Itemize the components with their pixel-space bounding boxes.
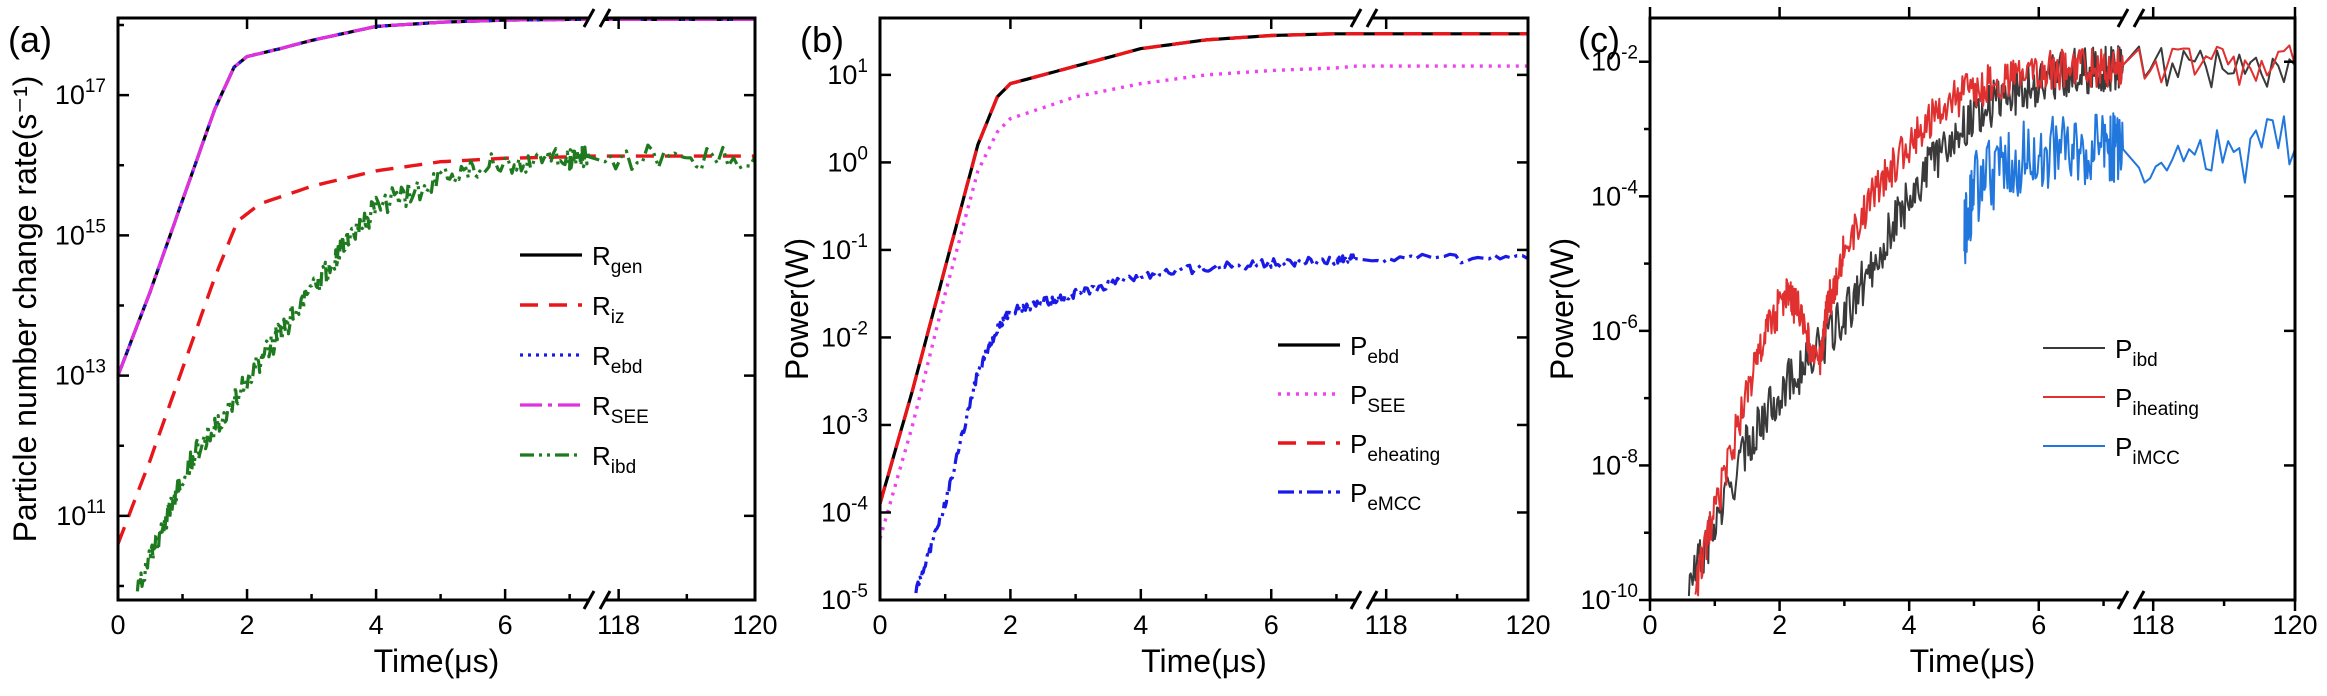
series-line-ibd	[135, 143, 755, 592]
panel-label: (c)	[1578, 19, 1620, 60]
legend: Rgen Riz Rebd RSEE Ribd	[520, 241, 649, 478]
axis-break-top-gap	[589, 14, 605, 22]
series-line-ibd	[1687, 45, 2295, 597]
y-tick-label: 100	[827, 143, 868, 177]
axis-break-slash	[2116, 8, 2130, 28]
y-axis-label: Power(W)	[1544, 238, 1580, 380]
series-line-gen	[118, 18, 755, 377]
axis-break-slash	[582, 8, 596, 28]
legend-label-emcc: PeMCC	[1350, 478, 1421, 515]
axis-break-top-gap	[2123, 14, 2139, 22]
y-tick-label: 10-4	[821, 493, 868, 527]
x-axis-label: Time(μs)	[374, 643, 500, 679]
y-tick-label: 10-4	[1591, 177, 1638, 211]
series-group	[880, 32, 1528, 594]
axis-break-slash	[2132, 590, 2146, 610]
plot-frame	[1648, 16, 2297, 602]
x-tick-label: 118	[1365, 610, 1408, 640]
series-line-ebd	[118, 18, 755, 377]
axis-break-slash	[598, 8, 612, 28]
x-tick-label: 118	[2132, 610, 2175, 640]
x-tick-label: 120	[1505, 610, 1550, 640]
axis-break-bottom-gap	[1356, 596, 1372, 604]
x-tick-label: 6	[498, 610, 513, 640]
legend-label-ibd: Pibd	[2115, 334, 2158, 371]
axis-break-slash	[582, 590, 596, 610]
series-group	[118, 18, 755, 592]
x-tick-label: 120	[732, 610, 777, 640]
y-tick-label: 10-1	[821, 231, 868, 265]
x-tick-label: 2	[1772, 610, 1787, 640]
legend: Pibd Piheating PiMCC	[2043, 334, 2199, 469]
x-tick-label: 118	[597, 610, 640, 640]
y-axis-label: Power(W)	[779, 238, 815, 380]
y-tick-label: 101	[827, 56, 868, 90]
legend-label-ebd: Rebd	[592, 341, 642, 378]
x-tick-label: 2	[240, 610, 255, 640]
legend: Pebd PSEE Peheating PeMCC	[1278, 331, 1440, 515]
axis-break-slash	[1349, 590, 1363, 610]
axis-break-slash	[1365, 8, 1379, 28]
x-tick-label: 0	[110, 610, 125, 640]
x-tick-label: 4	[1133, 610, 1148, 640]
y-tick-label: 10-10	[1580, 581, 1638, 615]
panel-label: (b)	[800, 19, 844, 60]
axis-break-slash	[2132, 8, 2146, 28]
x-axis-label: Time(μs)	[1141, 643, 1267, 679]
series-line-imcc	[1963, 112, 2295, 265]
legend-label-eheating: Peheating	[1350, 429, 1440, 466]
series-line-iheating	[1694, 44, 2295, 597]
x-axis-label: Time(μs)	[1910, 643, 2036, 679]
series-line-iz	[118, 154, 755, 545]
legend-label-gen: Rgen	[592, 241, 642, 278]
axis-break-slash	[598, 590, 612, 610]
panel-a: 0 2 4 6 118 120 1011 1013 1015 1017 Time(μs) Partic…	[7, 8, 778, 679]
legend-label-ebd: Pebd	[1350, 331, 1399, 368]
plot-frame	[116, 16, 757, 602]
x-tick-label: 0	[1642, 610, 1657, 640]
axis-break-slash	[1365, 590, 1379, 610]
series-line-emcc	[914, 252, 1528, 594]
legend-label-iz: Riz	[592, 291, 625, 328]
y-tick-label: 10-3	[821, 406, 868, 440]
legend-label-see: RSEE	[592, 391, 649, 428]
legend-label-ibd: Ribd	[592, 441, 636, 478]
y-tick-label: 10-5	[821, 581, 868, 615]
axis-break-bottom-gap	[2123, 596, 2139, 604]
legend-label-iheating: Piheating	[2115, 383, 2199, 420]
y-tick-label: 1017	[55, 76, 106, 110]
legend-label-see: PSEE	[1350, 380, 1405, 417]
x-tick-label: 4	[369, 610, 384, 640]
x-tick-label: 0	[872, 610, 887, 640]
y-tick-label: 1013	[55, 357, 106, 391]
y-tick-label: 10-2	[821, 318, 868, 352]
y-tick-label: 10-2	[1591, 43, 1638, 77]
y-axis-label: Particle number change rate(s⁻¹)	[7, 76, 43, 543]
axis-break-slash	[2116, 590, 2130, 610]
legend-label-imcc: PiMCC	[2115, 432, 2180, 469]
panel-label: (a)	[8, 19, 52, 60]
y-tick-label: 1015	[55, 216, 106, 250]
x-tick-label: 6	[1264, 610, 1279, 640]
series-line-see	[118, 18, 755, 377]
series-group	[1687, 44, 2295, 597]
x-tick-label: 4	[1902, 610, 1917, 640]
y-tick-label: 1011	[56, 497, 106, 531]
axis-break-top-gap	[1356, 14, 1372, 22]
axis-break-bottom-gap	[589, 596, 605, 604]
series-line-eheating	[880, 32, 1528, 505]
y-tick-label: 10-8	[1591, 446, 1638, 480]
series-line-see	[880, 64, 1528, 540]
axis-break-slash	[1349, 8, 1363, 28]
panel-c: 0 2 4 6 118 120 10-10 10-8 10-6 10-4 10-2 Time(μs) P…	[1544, 7, 2318, 679]
panel-b: 0 2 4 6 118 120 10-5 10-4 10-3 10-2 10-1 100 101 Time…	[779, 8, 1551, 679]
plot-frame	[878, 16, 1530, 602]
x-tick-label: 2	[1003, 610, 1018, 640]
x-tick-label: 6	[2031, 610, 2046, 640]
x-tick-label: 120	[2272, 610, 2317, 640]
y-tick-label: 10-6	[1591, 312, 1638, 346]
